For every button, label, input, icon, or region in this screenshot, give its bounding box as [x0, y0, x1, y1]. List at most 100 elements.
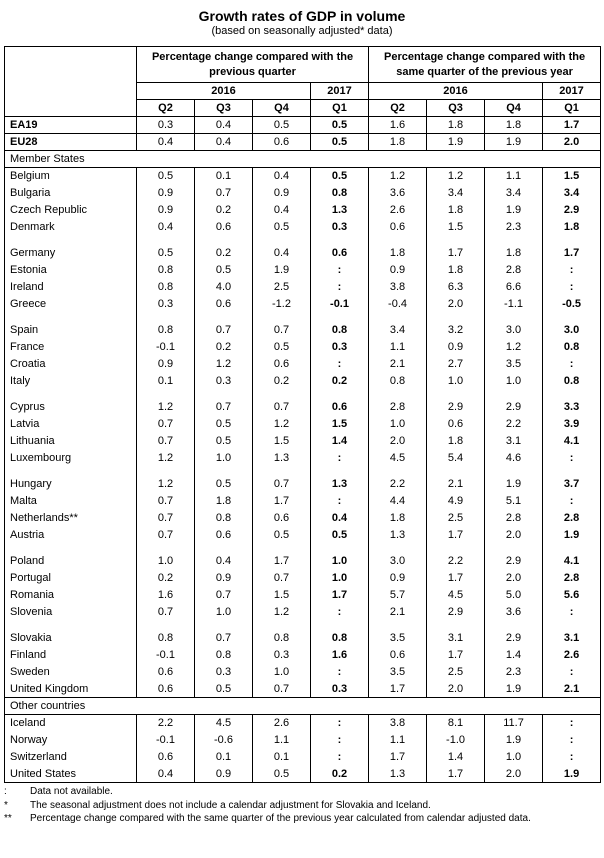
- country-label: Austria: [4, 526, 137, 544]
- value-cell: 0.7: [252, 680, 311, 698]
- country-label: Germany: [4, 244, 137, 262]
- value-cell: 0.8: [194, 646, 253, 664]
- value-cell: 2.8: [484, 261, 544, 279]
- group-header-same-quarter-prev-year: Percentage change compared with the same…: [368, 46, 602, 83]
- country-label: France: [4, 338, 137, 356]
- value-cell: 3.4: [426, 184, 486, 202]
- gap-cell: [309, 389, 370, 399]
- value-cell: 1.7: [368, 680, 428, 698]
- value-cell: 1.7: [309, 586, 370, 604]
- footnote-marker: *: [4, 799, 8, 811]
- value-cell: 0.9: [426, 338, 486, 356]
- value-cell: 2.0: [484, 569, 544, 587]
- country-label: Norway: [4, 731, 137, 749]
- value-cell: 1.0: [309, 552, 370, 570]
- value-cell: 1.2: [194, 355, 253, 373]
- gap-cell: [309, 543, 370, 553]
- value-cell: 0.2: [309, 372, 370, 390]
- value-cell: 2.8: [368, 398, 428, 416]
- value-cell: 1.3: [309, 475, 370, 493]
- value-cell: 0.3: [194, 372, 253, 390]
- value-cell: 1.0: [426, 372, 486, 390]
- value-cell: 0.4: [252, 167, 311, 185]
- year-header: 2017: [542, 82, 602, 100]
- value-cell: 2.8: [542, 569, 602, 587]
- footnote: * The seasonal adjustment does not includ…: [4, 800, 600, 813]
- value-cell: 0.7: [252, 569, 311, 587]
- value-cell: 1.0: [136, 552, 195, 570]
- country-label: Latvia: [4, 415, 137, 433]
- gap-cell: [194, 620, 253, 630]
- country-label: Italy: [4, 372, 137, 390]
- value-cell: 0.7: [136, 603, 195, 621]
- page-subtitle: (based on seasonally adjusted* data): [211, 25, 393, 37]
- value-cell: 1.8: [484, 244, 544, 262]
- footnote-text: Percentage change compared with the same…: [30, 813, 531, 824]
- value-cell: 0.2: [194, 244, 253, 262]
- value-cell: 1.1: [368, 338, 428, 356]
- value-cell: 0.5: [252, 338, 311, 356]
- gap-cell: [368, 312, 428, 322]
- value-cell: -0.4: [368, 295, 428, 313]
- quarter-header: Q1: [309, 99, 370, 117]
- quarter-header: Q2: [368, 99, 428, 117]
- value-cell: 1.5: [542, 167, 602, 185]
- value-cell: :: [542, 663, 602, 681]
- value-cell: 3.4: [368, 321, 428, 339]
- value-cell: 0.8: [368, 372, 428, 390]
- value-cell: 0.6: [252, 133, 311, 151]
- value-cell: 0.4: [136, 765, 195, 783]
- value-cell: 1.4: [426, 748, 486, 766]
- value-cell: 2.6: [542, 646, 602, 664]
- gap-cell: [484, 312, 544, 322]
- value-cell: 1.2: [136, 398, 195, 416]
- gap-cell: [194, 543, 253, 553]
- value-cell: 0.6: [252, 509, 311, 527]
- gap-cell: [309, 466, 370, 476]
- gap-cell: [542, 543, 602, 553]
- value-cell: 0.9: [194, 569, 253, 587]
- gap-cell: [426, 620, 486, 630]
- value-cell: 0.5: [309, 167, 370, 185]
- gap-cell: [309, 312, 370, 322]
- value-cell: 0.4: [194, 133, 253, 151]
- value-cell: 0.5: [309, 133, 370, 151]
- value-cell: 1.9: [484, 201, 544, 219]
- value-cell: :: [542, 714, 602, 732]
- value-cell: 0.4: [136, 133, 195, 151]
- value-cell: 0.1: [194, 748, 253, 766]
- gap-cell: [4, 389, 137, 399]
- value-cell: 6.6: [484, 278, 544, 296]
- footnote: : Data not available.: [4, 786, 600, 799]
- value-cell: 2.1: [426, 475, 486, 493]
- value-cell: 2.2: [426, 552, 486, 570]
- value-cell: 0.3: [309, 338, 370, 356]
- section-header: Member States: [3, 150, 602, 168]
- value-cell: 2.1: [542, 680, 602, 698]
- country-label: Cyprus: [4, 398, 137, 416]
- country-label: Malta: [4, 492, 137, 510]
- value-cell: 1.9: [426, 133, 486, 151]
- value-cell: -1.0: [426, 731, 486, 749]
- value-cell: 3.8: [368, 714, 428, 732]
- value-cell: 0.8: [136, 321, 195, 339]
- value-cell: :: [542, 278, 602, 296]
- gap-cell: [368, 620, 428, 630]
- country-label: Netherlands**: [4, 509, 137, 527]
- value-cell: :: [309, 748, 370, 766]
- gap-cell: [309, 235, 370, 245]
- value-cell: 0.7: [194, 398, 253, 416]
- value-cell: 2.9: [484, 552, 544, 570]
- value-cell: 0.5: [252, 765, 311, 783]
- value-cell: 1.7: [426, 569, 486, 587]
- gap-cell: [309, 620, 370, 630]
- value-cell: 1.8: [426, 201, 486, 219]
- value-cell: 2.9: [484, 398, 544, 416]
- value-cell: 0.5: [136, 167, 195, 185]
- value-cell: 0.5: [194, 415, 253, 433]
- value-cell: 1.3: [368, 526, 428, 544]
- gap-cell: [194, 312, 253, 322]
- value-cell: 3.6: [368, 184, 428, 202]
- gap-cell: [542, 389, 602, 399]
- value-cell: 0.9: [368, 569, 428, 587]
